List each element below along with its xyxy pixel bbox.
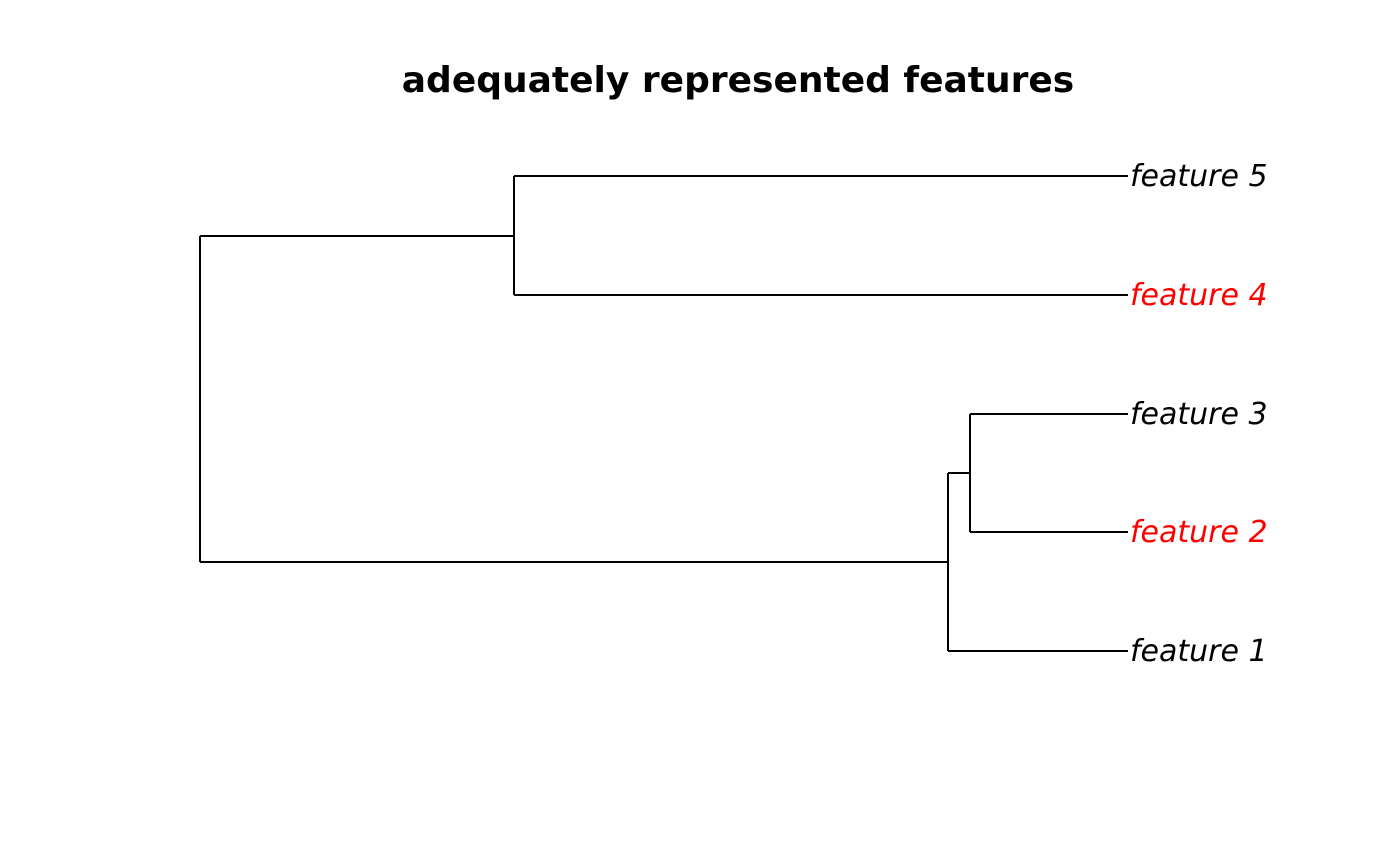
tip-label-feature-1: feature 1 bbox=[1130, 634, 1268, 669]
tip-label-feature-2: feature 2 bbox=[1130, 515, 1268, 550]
tip-label-feature-5: feature 5 bbox=[1130, 159, 1268, 194]
tip-label-feature-3: feature 3 bbox=[1130, 397, 1268, 432]
tip-labels: feature 5 feature 4 feature 3 feature 2 … bbox=[1130, 159, 1268, 669]
tree-edges bbox=[199, 175, 1128, 652]
figure-title: adequately represented features bbox=[402, 60, 1074, 101]
tip-label-feature-4: feature 4 bbox=[1130, 278, 1268, 313]
